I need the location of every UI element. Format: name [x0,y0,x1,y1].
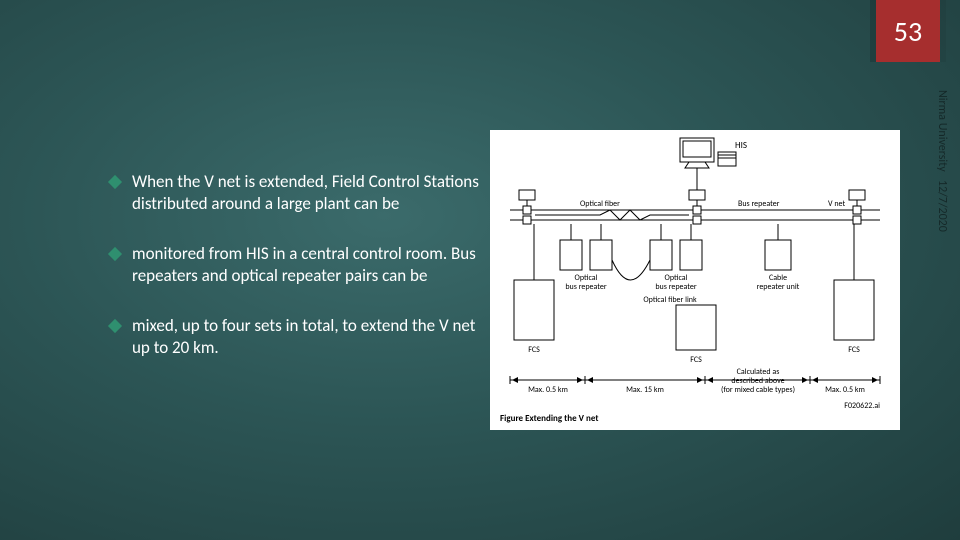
bullet-text: monitored from HIS in a central control … [132,243,476,286]
label-cru: Cablerepeater unit [757,273,800,292]
label-bus-repeater: Bus repeater [738,199,780,209]
vnet-diagram: HIS Optical [490,130,900,430]
diagram-svg: HIS Optical [490,130,900,430]
his-icon: HIS [680,138,747,168]
node-row: Optical fiber Bus repeater V net [510,190,880,224]
label-code: F020622.ai [844,401,880,411]
side-university: Nirma University [935,90,948,172]
diamond-icon [108,319,122,333]
figure-caption: Figure Extending the V net [500,413,598,424]
diamond-icon [108,247,122,261]
repeater-row: Opticalbus repeater Opticalbus repeater … [560,224,800,305]
label-fcs1: FCS [528,345,540,355]
label-fcs3: FCS [848,345,860,355]
dimensions: Max. 0.5 km Max. 15 km Calculated asdesc… [510,367,880,411]
side-metadata: Nirma University 12/7/2020 [935,90,948,231]
label-max05b: Max. 0.5 km [825,385,865,395]
label-optical-fiber: Optical fiber [580,199,620,209]
list-item: mixed, up to four sets in total, to exte… [110,315,490,359]
list-item: monitored from HIS in a central control … [110,243,490,287]
label-obr2: Opticalbus repeater [655,273,697,292]
label-obr1: Opticalbus repeater [565,273,607,292]
page-number: 53 [894,14,922,49]
page-number-tab: 53 [876,0,940,62]
bullet-text: When the V net is extended, Field Contro… [132,171,479,214]
side-date: 12/7/2020 [935,180,948,232]
label-max15: Max. 15 km [626,385,664,395]
label-his: HIS [735,140,747,151]
label-ofl: Optical fiber link [643,295,697,305]
bullet-list: When the V net is extended, Field Contro… [70,171,490,388]
bullet-text: mixed, up to four sets in total, to exte… [132,315,475,358]
label-max05: Max. 0.5 km [528,385,568,395]
label-fcs2: FCS [690,355,702,365]
diamond-icon [108,175,122,189]
slide: { "page_number": "53", "side": { "univer… [0,0,960,540]
label-calc: Calculated asdescribed above(for mixed c… [721,367,795,395]
label-vnet: V net [828,199,845,209]
list-item: When the V net is extended, Field Contro… [110,171,490,215]
